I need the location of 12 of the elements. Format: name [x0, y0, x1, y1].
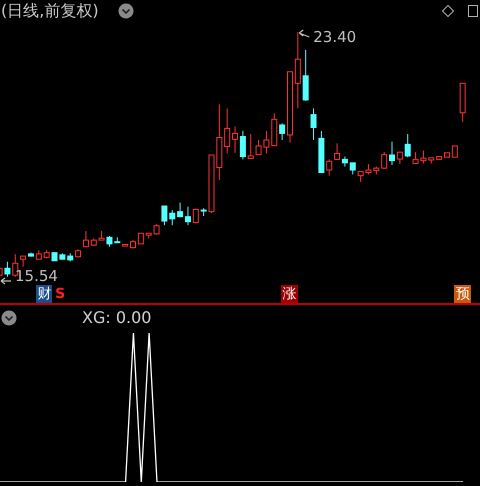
candlestick — [420, 150, 426, 164]
text: 预 — [454, 285, 472, 303]
annotation: 15.54 — [15, 267, 58, 285]
annotation: 23.40 — [313, 28, 356, 46]
candlestick — [294, 32, 301, 109]
text: 涨 — [280, 285, 298, 303]
chart-title: XG: 0.00 — [82, 308, 152, 327]
candlestick — [263, 130, 270, 154]
candlestick — [232, 126, 238, 154]
text: 财 — [36, 285, 53, 303]
chart-title: (日线,前复权) — [1, 1, 99, 22]
text: S — [52, 285, 69, 303]
